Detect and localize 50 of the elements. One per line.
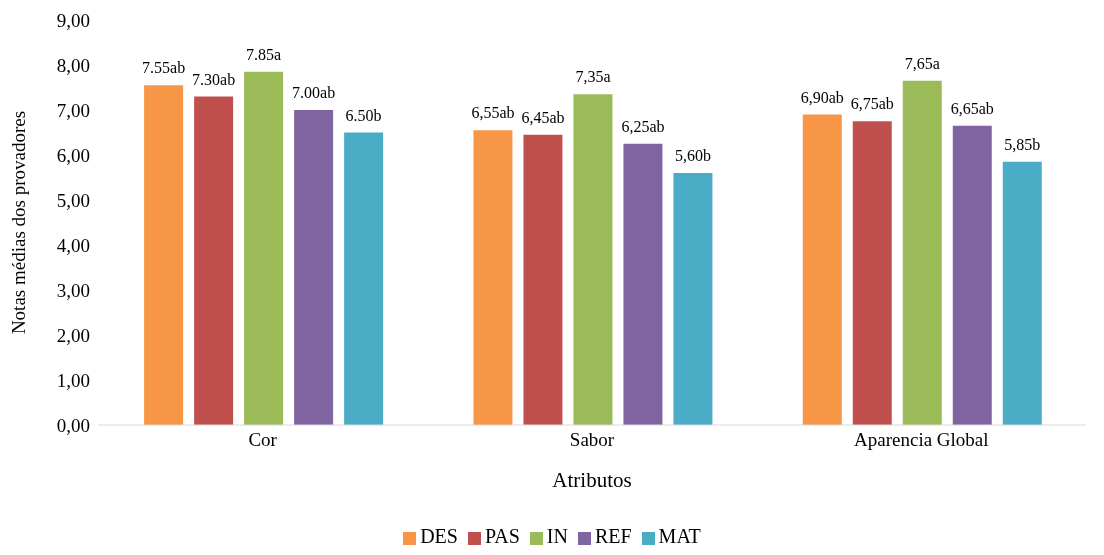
bar xyxy=(802,114,842,425)
y-tick-label: 7,00 xyxy=(56,99,90,121)
data-label: 7.55ab xyxy=(142,59,186,77)
x-tick-label: Sabor xyxy=(569,429,615,451)
data-label: 6,25ab xyxy=(621,117,665,135)
data-label: 7.30ab xyxy=(192,70,236,88)
bar xyxy=(952,125,992,425)
x-tick-label: Aparencia Global xyxy=(854,429,989,451)
y-tick-label: 1,00 xyxy=(56,369,90,391)
legend-label: DES xyxy=(420,525,458,547)
bar xyxy=(852,121,892,425)
data-label: 7.85a xyxy=(246,45,282,63)
y-tick-label: 9,00 xyxy=(56,9,90,31)
data-label: 6,45ab xyxy=(521,108,565,126)
y-tick-label: 0,00 xyxy=(56,414,90,436)
legend-label: PAS xyxy=(484,525,520,547)
data-label: 5,60b xyxy=(674,147,711,164)
legend-label: REF xyxy=(594,525,632,547)
y-tick-label: 6,00 xyxy=(56,144,90,166)
data-label: 7,35a xyxy=(575,68,611,86)
bar xyxy=(573,94,613,425)
data-label: 7.00ab xyxy=(292,84,336,101)
x-axis-title: Atributos xyxy=(552,468,632,492)
bar xyxy=(244,71,284,425)
bar xyxy=(144,85,184,425)
data-label: 6,75ab xyxy=(850,95,894,113)
bar xyxy=(523,134,563,425)
data-label: 6,65ab xyxy=(950,99,994,117)
bar xyxy=(902,80,942,425)
y-tick-label: 5,00 xyxy=(56,189,90,211)
y-tick-label: 8,00 xyxy=(56,54,90,76)
data-label: 5,85b xyxy=(1004,135,1041,153)
bar xyxy=(1002,161,1042,425)
data-label: 6,90ab xyxy=(800,88,844,106)
y-axis-title: Notas médias dos provadores xyxy=(7,110,29,335)
bar xyxy=(294,110,334,425)
y-tick-label: 4,00 xyxy=(56,234,90,256)
data-label: 6.50b xyxy=(345,106,382,124)
legend-label: IN xyxy=(546,525,568,547)
bar xyxy=(194,96,234,425)
x-tick-label: Cor xyxy=(248,429,278,451)
bar xyxy=(673,173,713,425)
y-tick-label: 3,00 xyxy=(56,279,90,301)
bar xyxy=(623,143,663,425)
bar xyxy=(473,130,513,425)
legend-label: MAT xyxy=(658,525,701,547)
bar xyxy=(344,132,384,425)
y-tick-label: 2,00 xyxy=(56,324,90,346)
data-label: 6,55ab xyxy=(471,104,515,122)
data-label: 7,65a xyxy=(904,54,940,72)
